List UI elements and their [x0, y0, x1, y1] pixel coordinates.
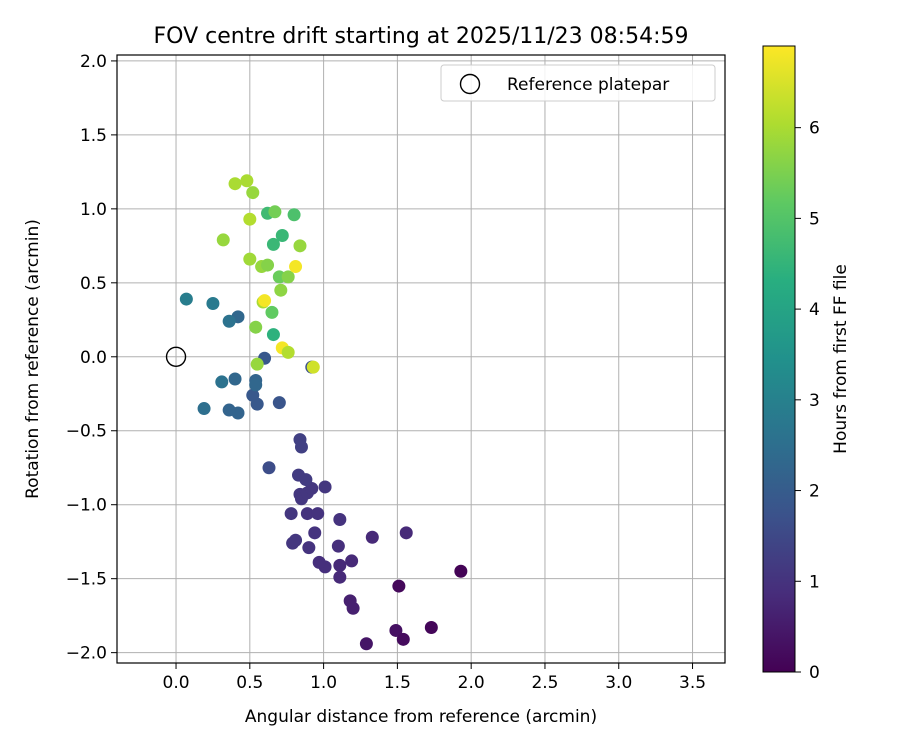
chart-title: FOV centre drift starting at 2025/11/23 …	[154, 24, 689, 49]
colorbar-gradient	[762, 45, 796, 673]
scatter-point	[228, 372, 242, 386]
scatter-point	[281, 270, 295, 284]
scatter-point	[228, 177, 242, 191]
scatter-point	[299, 473, 313, 487]
y-tick-label: −2.0	[66, 644, 107, 664]
scatter-point	[359, 637, 373, 651]
scatter-point	[197, 402, 211, 416]
colorbar-ticks: 0 1 2 3 4 5 6	[795, 119, 820, 683]
scatter-point	[222, 314, 236, 328]
scatter-point	[294, 440, 308, 454]
y-tick-label: 2.0	[80, 52, 107, 72]
scatter-point	[249, 320, 263, 334]
y-tick-label: −0.5	[66, 422, 107, 442]
scatter-point	[289, 260, 303, 274]
scatter-point	[365, 530, 379, 544]
scatter-points	[165, 174, 468, 651]
scatter-point	[333, 558, 347, 572]
colorbar-tick-label: 4	[809, 300, 820, 320]
scatter-point	[262, 461, 276, 475]
colorbar-tick-label: 0	[809, 663, 820, 683]
scatter-point	[268, 205, 282, 219]
scatter-point	[306, 360, 320, 374]
y-tick-label: 1.5	[80, 126, 107, 146]
scatter-point	[312, 555, 326, 569]
colorbar-tick-label: 1	[809, 572, 820, 592]
scatter-point	[454, 564, 468, 578]
scatter-point	[281, 345, 295, 359]
colorbar: 0 1 2 3 4 5 6 Hours from first FF file	[762, 45, 851, 683]
scatter-point	[266, 328, 280, 342]
scatter-point	[249, 378, 263, 392]
x-tick-label: 1.5	[384, 673, 411, 693]
scatter-point	[308, 526, 322, 540]
scatter-point	[284, 507, 298, 521]
scatter-point	[424, 620, 438, 634]
scatter-point	[274, 283, 288, 297]
colorbar-tick-label: 5	[809, 209, 820, 229]
scatter-point	[240, 174, 254, 188]
scatter-point	[293, 239, 307, 253]
legend-entry: Reference platepar	[507, 75, 669, 95]
scatter-point	[179, 292, 193, 306]
scatter-point	[302, 541, 316, 555]
scatter-point	[206, 297, 220, 311]
scatter-point	[265, 305, 279, 319]
legend-reference-marker	[459, 73, 481, 95]
x-tick-label: 3.5	[679, 673, 706, 693]
colorbar-tick-label: 6	[809, 119, 820, 139]
scatter-point	[266, 237, 280, 251]
scatter-point	[396, 632, 410, 646]
scatter-point	[261, 258, 275, 272]
scatter-point	[331, 539, 345, 553]
grid	[117, 55, 725, 663]
colorbar-tick-label: 2	[809, 482, 820, 502]
colorbar-label: Hours from first FF file	[831, 264, 851, 454]
x-tick-label: 3.0	[605, 673, 632, 693]
scatter-point	[250, 357, 264, 371]
y-tick-label: 0.5	[80, 274, 107, 294]
scatter-point	[215, 375, 229, 389]
scatter-point	[243, 252, 257, 266]
x-tick-label: 0.0	[163, 673, 190, 693]
x-tick-label: 2.0	[458, 673, 485, 693]
scatter-point	[289, 533, 303, 547]
y-tick-label: −1.5	[66, 570, 107, 590]
x-tick-label: 1.0	[310, 673, 337, 693]
y-tick-label: 1.0	[80, 200, 107, 220]
scatter-point	[345, 554, 359, 568]
scatter-point	[346, 601, 360, 615]
scatter-point	[258, 294, 272, 308]
scatter-point	[311, 507, 325, 521]
y-tick-label: 0.0	[80, 348, 107, 368]
scatter-point	[300, 507, 314, 521]
y-axis-label: Rotation from reference (arcmin)	[23, 219, 43, 499]
reference-platepar-marker	[165, 346, 187, 367]
scatter-point	[389, 623, 403, 637]
legend: Reference platepar	[440, 64, 716, 102]
scatter-point	[216, 233, 230, 247]
scatter-point	[392, 579, 406, 593]
scatter-point	[246, 186, 260, 200]
colorbar-tick-label: 3	[809, 391, 820, 411]
scatter-point	[318, 480, 332, 494]
scatter-point	[287, 208, 301, 222]
plot-frame	[116, 54, 726, 664]
scatter-point	[333, 513, 347, 527]
legend-box	[440, 64, 716, 102]
y-tick-label: −1.0	[66, 496, 107, 516]
scatter-point	[399, 526, 413, 540]
x-axis-label: Angular distance from reference (arcmin)	[245, 707, 597, 727]
scatter-point	[243, 212, 257, 226]
scatter-point	[222, 403, 236, 417]
axis-ticks: 0.0 0.5 1.0 1.5 2.0 2.5 3.0 3.5 −2.0 −1.5 −1.0 −0.5…	[66, 52, 706, 693]
x-tick-label: 2.5	[531, 673, 558, 693]
scatter-point	[275, 228, 289, 242]
scatter-point	[272, 396, 286, 410]
x-tick-label: 0.5	[236, 673, 263, 693]
scatter-point	[333, 570, 347, 584]
scatter-point	[246, 388, 260, 402]
